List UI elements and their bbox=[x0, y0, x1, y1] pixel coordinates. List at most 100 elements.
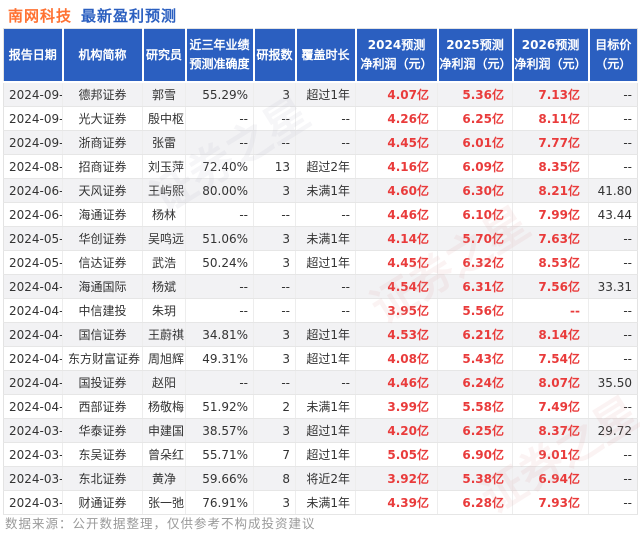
cell-f2024: 4.39亿 bbox=[355, 490, 438, 515]
cell-f2026: 6.94亿 bbox=[512, 466, 589, 491]
table-row: 2024-04-04西部证券杨敬梅51.92%2未满1年3.99亿5.58亿7.… bbox=[3, 394, 638, 419]
cell-f2025: 6.25亿 bbox=[437, 106, 513, 131]
cell-date: 2024-04-04 bbox=[3, 394, 63, 419]
cell-org: 东吴证券 bbox=[62, 442, 143, 467]
cell-f2025: 5.36亿 bbox=[437, 82, 513, 107]
column-header-coverage: 覆盖时长 bbox=[295, 28, 357, 83]
cell-reports: -- bbox=[253, 274, 296, 299]
cell-reports: -- bbox=[253, 106, 296, 131]
cell-coverage: -- bbox=[295, 370, 356, 395]
cell-target: -- bbox=[588, 346, 638, 371]
cell-f2024: 4.08亿 bbox=[355, 346, 438, 371]
cell-target: 41.80 bbox=[588, 178, 638, 203]
cell-accuracy: -- bbox=[185, 274, 254, 299]
cell-researcher: 杨林 bbox=[142, 202, 186, 227]
cell-coverage: 将近2年 bbox=[295, 466, 356, 491]
cell-f2025: 6.28亿 bbox=[437, 490, 513, 515]
cell-target: -- bbox=[588, 106, 638, 131]
cell-f2025: 6.32亿 bbox=[437, 250, 513, 275]
cell-reports: -- bbox=[253, 202, 296, 227]
cell-org: 天风证券 bbox=[62, 178, 143, 203]
forecast-table: 报告日期 机构简称 研究员 近三年业绩 预测准确度 研报数 覆盖时长 2024预测 净利润（… bbox=[3, 28, 638, 515]
cell-reports: 3 bbox=[253, 418, 296, 443]
table-header: 报告日期 机构简称 研究员 近三年业绩 预测准确度 研报数 覆盖时长 2024预测 净利润（… bbox=[3, 28, 638, 83]
cell-target: -- bbox=[588, 226, 638, 251]
table-row: 2024-05-07华创证券吴鸣远51.06%3未满1年4.14亿5.70亿7.… bbox=[3, 226, 638, 251]
cell-f2024: 4.45亿 bbox=[355, 130, 438, 155]
cell-researcher: 杨敬梅 bbox=[142, 394, 186, 419]
cell-researcher: 殷中枢 bbox=[142, 106, 186, 131]
cell-target: -- bbox=[588, 250, 638, 275]
cell-f2025: 5.56亿 bbox=[437, 298, 513, 323]
column-header-reports: 研报数 bbox=[253, 28, 297, 83]
cell-f2025: 5.43亿 bbox=[437, 346, 513, 371]
cell-date: 2024-04-15 bbox=[3, 322, 63, 347]
cell-f2025: 6.21亿 bbox=[437, 322, 513, 347]
cell-reports: 3 bbox=[253, 322, 296, 347]
cell-target: 35.50 bbox=[588, 370, 638, 395]
cell-org: 国信证券 bbox=[62, 322, 143, 347]
cell-reports: -- bbox=[253, 130, 296, 155]
column-header-f2026: 2026预测 净利润（元） bbox=[512, 28, 590, 83]
cell-coverage: -- bbox=[295, 202, 356, 227]
table-row: 2024-04-15国信证券王蔚祺34.81%3超过1年4.53亿6.21亿8.… bbox=[3, 322, 638, 347]
cell-accuracy: -- bbox=[185, 130, 254, 155]
cell-f2026: 7.13亿 bbox=[512, 82, 589, 107]
cell-date: 2024-09-01 bbox=[3, 130, 63, 155]
cell-accuracy: 55.71% bbox=[185, 442, 254, 467]
cell-coverage: -- bbox=[295, 106, 356, 131]
cell-f2025: 6.31亿 bbox=[437, 274, 513, 299]
cell-target: -- bbox=[588, 490, 638, 515]
cell-researcher: 武浩 bbox=[142, 250, 186, 275]
cell-f2024: 4.60亿 bbox=[355, 178, 438, 203]
cell-f2026: 7.63亿 bbox=[512, 226, 589, 251]
cell-accuracy: -- bbox=[185, 298, 254, 323]
cell-f2026: 7.99亿 bbox=[512, 202, 589, 227]
cell-f2026: 9.01亿 bbox=[512, 442, 589, 467]
cell-coverage: -- bbox=[295, 298, 356, 323]
table-row: 2024-03-31东吴证券曾朵红55.71%7超过1年5.05亿6.90亿9.… bbox=[3, 442, 638, 467]
cell-org: 招商证券 bbox=[62, 154, 143, 179]
cell-accuracy: 49.31% bbox=[185, 346, 254, 371]
cell-org: 西部证券 bbox=[62, 394, 143, 419]
stock-name: 南网科技 bbox=[8, 7, 73, 25]
cell-f2024: 4.45亿 bbox=[355, 250, 438, 275]
cell-reports: -- bbox=[253, 298, 296, 323]
header-row: 报告日期 机构简称 研究员 近三年业绩 预测准确度 研报数 覆盖时长 2024预测 净利润（… bbox=[3, 28, 638, 83]
cell-f2025: 6.10亿 bbox=[437, 202, 513, 227]
cell-reports: 3 bbox=[253, 490, 296, 515]
cell-coverage: 超过2年 bbox=[295, 154, 356, 179]
cell-coverage: 未满1年 bbox=[295, 178, 356, 203]
cell-accuracy: -- bbox=[185, 370, 254, 395]
cell-f2026: 7.54亿 bbox=[512, 346, 589, 371]
cell-target: -- bbox=[588, 442, 638, 467]
cell-f2026: 8.14亿 bbox=[512, 322, 589, 347]
cell-coverage: 超过1年 bbox=[295, 250, 356, 275]
cell-f2024: 4.16亿 bbox=[355, 154, 438, 179]
column-header-f2025: 2025预测 净利润（元） bbox=[437, 28, 514, 83]
cell-accuracy: 34.81% bbox=[185, 322, 254, 347]
cell-researcher: 张雷 bbox=[142, 130, 186, 155]
cell-org: 东方财富证券 bbox=[62, 346, 143, 371]
table-row: 2024-04-19海通国际杨斌------4.54亿6.31亿7.56亿33.… bbox=[3, 274, 638, 299]
cell-coverage: 超过1年 bbox=[295, 346, 356, 371]
cell-f2025: 6.24亿 bbox=[437, 370, 513, 395]
cell-researcher: 赵阳 bbox=[142, 370, 186, 395]
cell-org: 海通国际 bbox=[62, 274, 143, 299]
cell-date: 2024-04-07 bbox=[3, 370, 63, 395]
cell-reports: -- bbox=[253, 370, 296, 395]
cell-researcher: 周旭辉 bbox=[142, 346, 186, 371]
cell-f2026: 8.07亿 bbox=[512, 370, 589, 395]
cell-date: 2024-09-05 bbox=[3, 82, 63, 107]
cell-f2026: 8.21亿 bbox=[512, 178, 589, 203]
cell-org: 国投证券 bbox=[62, 370, 143, 395]
cell-target: -- bbox=[588, 466, 638, 491]
cell-reports: 3 bbox=[253, 346, 296, 371]
cell-f2026: 7.77亿 bbox=[512, 130, 589, 155]
table-body: 2024-09-05德邦证券郭雪55.29%3超过1年4.07亿5.36亿7.1… bbox=[3, 82, 638, 515]
column-header-researcher: 研究员 bbox=[142, 28, 187, 83]
cell-f2025: 6.01亿 bbox=[437, 130, 513, 155]
cell-reports: 3 bbox=[253, 82, 296, 107]
